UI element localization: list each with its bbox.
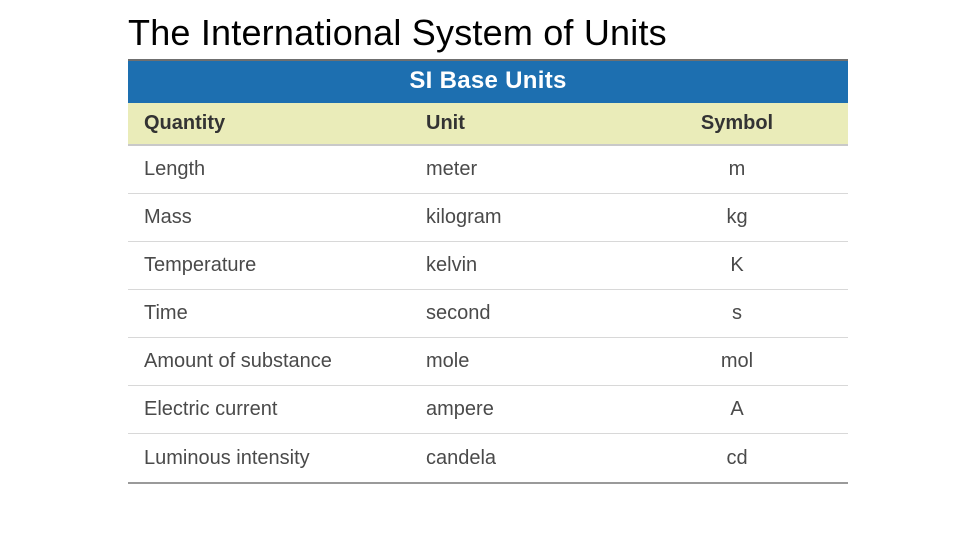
cell-quantity: Temperature xyxy=(128,244,426,287)
cell-unit: candela xyxy=(426,437,626,480)
cell-unit: kelvin xyxy=(426,244,626,287)
si-table: SI Base Units Quantity Unit Symbol Lengt… xyxy=(128,59,848,484)
col-header-unit: Unit xyxy=(426,103,626,144)
table-banner: SI Base Units xyxy=(128,61,848,103)
cell-quantity: Time xyxy=(128,292,426,335)
cell-symbol: s xyxy=(626,292,848,335)
table-row: Luminous intensitycandelacd xyxy=(128,434,848,482)
table-row: Lengthmeterm xyxy=(128,146,848,194)
col-header-quantity: Quantity xyxy=(128,103,426,144)
table-row: Electric currentampereA xyxy=(128,386,848,434)
cell-quantity: Mass xyxy=(128,196,426,239)
cell-symbol: m xyxy=(626,148,848,191)
table-body: LengthmetermMasskilogramkgTemperaturekel… xyxy=(128,146,848,482)
col-header-symbol: Symbol xyxy=(626,103,848,144)
table-row: Masskilogramkg xyxy=(128,194,848,242)
cell-unit: second xyxy=(426,292,626,335)
cell-unit: kilogram xyxy=(426,196,626,239)
cell-quantity: Length xyxy=(128,148,426,191)
cell-quantity: Amount of substance xyxy=(128,340,426,383)
cell-unit: meter xyxy=(426,148,626,191)
cell-quantity: Electric current xyxy=(128,388,426,431)
cell-unit: ampere xyxy=(426,388,626,431)
cell-symbol: mol xyxy=(626,340,848,383)
table-row: TemperaturekelvinK xyxy=(128,242,848,290)
page: The International System of Units SI Bas… xyxy=(0,0,960,484)
table-row: Amount of substancemolemol xyxy=(128,338,848,386)
table-row: Timeseconds xyxy=(128,290,848,338)
table-header-row: Quantity Unit Symbol xyxy=(128,103,848,146)
cell-symbol: kg xyxy=(626,196,848,239)
page-title: The International System of Units xyxy=(128,12,688,53)
cell-symbol: A xyxy=(626,388,848,431)
cell-quantity: Luminous intensity xyxy=(128,437,426,480)
cell-unit: mole xyxy=(426,340,626,383)
cell-symbol: K xyxy=(626,244,848,287)
cell-symbol: cd xyxy=(626,437,848,480)
